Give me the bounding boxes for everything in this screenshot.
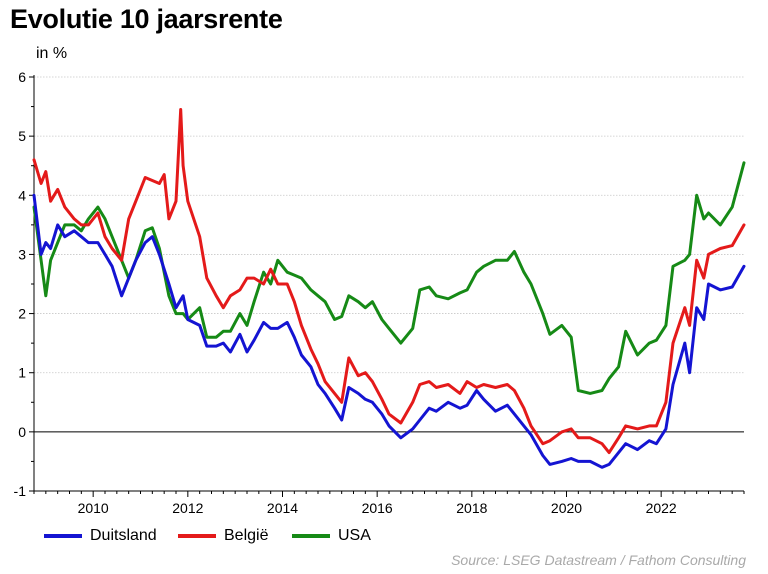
x-tick-label: 2020 (551, 500, 582, 516)
x-tick-label: 2014 (267, 500, 298, 516)
y-tick-label: -1 (14, 483, 27, 499)
y-axis-unit-label: in % (36, 45, 68, 62)
chart-title: Evolutie 10 jaarsrente (10, 4, 283, 34)
x-tick-label: 2016 (362, 500, 393, 516)
series-line-duitsland (32, 193, 746, 469)
series-line-belgie (32, 108, 746, 455)
source-note: Source: LSEG Datastream / Fathom Consult… (451, 552, 746, 568)
legend-label-belgie: België (224, 527, 269, 544)
y-tick-label: 4 (18, 187, 26, 203)
x-tick-label: 2018 (456, 500, 487, 516)
legend-item-belgie: België (178, 522, 268, 550)
legend: Duitsland België USA (0, 522, 768, 550)
legend-label-duitsland: Duitsland (90, 527, 157, 544)
series-line-usa (32, 161, 746, 395)
y-tick-label: 1 (18, 365, 26, 381)
y-tick-label: 5 (18, 128, 26, 144)
x-tick-label: 2022 (646, 500, 677, 516)
y-tick-label: 2 (18, 306, 26, 322)
x-tick-label: 2010 (78, 500, 109, 516)
y-tick-label: 3 (18, 246, 26, 262)
legend-label-usa: USA (338, 527, 371, 544)
legend-item-duitsland: Duitsland (44, 522, 157, 550)
legend-swatch-belgie (178, 534, 216, 538)
legend-swatch-usa (292, 534, 330, 538)
y-tick-label: 6 (18, 69, 26, 85)
x-tick-label: 2012 (172, 500, 203, 516)
legend-swatch-duitsland (44, 534, 82, 538)
legend-item-usa: USA (292, 522, 371, 550)
y-tick-label: 0 (18, 424, 26, 440)
